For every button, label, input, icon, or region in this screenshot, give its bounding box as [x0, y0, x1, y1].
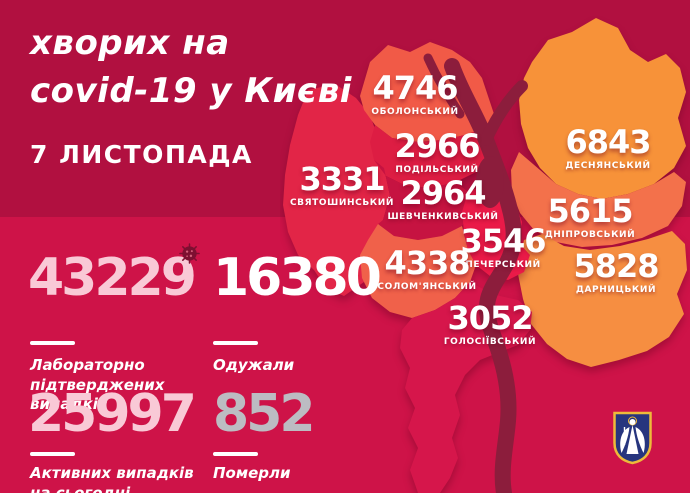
- district-case-count: 5828: [573, 247, 659, 285]
- district-name: ДАРНИЦЬКИЙ: [575, 285, 657, 295]
- stat-underline: [30, 341, 75, 345]
- district-case-count: 2964: [400, 174, 486, 212]
- district-case-count: 4338: [384, 244, 470, 282]
- district-case-count: 3052: [447, 299, 533, 337]
- stat-confirmed-value: 43229: [28, 248, 197, 308]
- district-name: ГОЛОСІЇВСЬКИЙ: [443, 337, 537, 347]
- district-case-count: 4746: [372, 69, 458, 107]
- stat-recovered-label: Одужали: [213, 356, 295, 374]
- district-name: СВЯТОШИНСЬКИЙ: [289, 198, 395, 208]
- stat-confirmed-label: Лабораторно підтверджених випадків: [30, 356, 165, 413]
- title-line-2: covid-19 у Києві: [30, 70, 352, 111]
- stat-underline: [213, 341, 258, 345]
- district-solomianskyi-shape: [360, 224, 476, 318]
- district-case-count: 3331: [299, 160, 385, 198]
- kyiv-district-map: [283, 18, 687, 493]
- district-podilskyi-shape: [370, 125, 492, 188]
- district-label-darnytskyi: 5828 ДАРНИЦЬКИЙ: [573, 247, 659, 295]
- report-date: 7 ЛИСТОПАДА: [30, 140, 253, 169]
- river-island: [476, 156, 504, 208]
- district-name: ПЕЧЕРСЬКИЙ: [465, 260, 541, 270]
- district-case-count: 6843: [565, 123, 651, 161]
- stat-underline: [30, 452, 75, 456]
- district-dniprovskyi-shape: [511, 152, 686, 247]
- district-name: СОЛОМ'ЯНСЬКИЙ: [377, 282, 477, 292]
- coronavirus-icon: [179, 243, 200, 264]
- district-label-obolonskyi: 4746 ОБОЛОНСЬКИЙ: [371, 72, 458, 117]
- stat-deaths-label: Померли: [213, 464, 291, 482]
- district-label-sviatoshynskyi: 3331 СВЯТОШИНСЬКИЙ: [290, 163, 394, 208]
- district-case-count: 3546: [460, 222, 546, 260]
- title-line-1: хворих на: [30, 23, 230, 63]
- stat-active-label: Активних випадків на сьогодні: [30, 464, 194, 493]
- district-name: ПОДІЛЬСЬКИЙ: [395, 165, 479, 175]
- stat-deaths-value: 852: [213, 384, 316, 444]
- district-name: ОБОЛОНСЬКИЙ: [371, 107, 459, 117]
- dnipro-river: [423, 53, 528, 493]
- district-label-solomianskyi: 4338 СОЛОМ'ЯНСЬКИЙ: [377, 247, 476, 292]
- district-label-desnianskyi: 6843 ДЕСНЯНСЬКИЙ: [565, 123, 651, 171]
- district-label-pecherskyi: 3546 ПЕЧЕРСЬКИЙ: [460, 222, 546, 270]
- district-case-count: 2966: [394, 127, 480, 165]
- river-west-fork: [423, 53, 465, 119]
- district-darnytskyi-shape: [517, 231, 687, 367]
- district-label-holosiivskyi: 3052 ГОЛОСІЇВСЬКИЙ: [444, 302, 536, 347]
- stat-recovered-value: 16380: [213, 248, 382, 308]
- district-shevchenkivskyi-shape: [374, 160, 472, 240]
- district-desnianskyi-shape: [519, 18, 686, 199]
- district-name: ШЕВЧЕНКИВСЬКИЙ: [387, 212, 499, 222]
- district-label-shevchenkivskyi: 2964 ШЕВЧЕНКИВСЬКИЙ: [387, 177, 498, 222]
- district-name: ДЕСНЯНСЬКИЙ: [565, 161, 651, 171]
- stat-underline: [213, 452, 258, 456]
- district-sviatoshynskyi-shape: [283, 84, 390, 296]
- district-name: ДНІПРОВСЬКИЙ: [544, 230, 636, 240]
- kyiv-coat-of-arms: [613, 411, 652, 465]
- district-label-podilskyi: 2966 ПОДІЛЬСЬКИЙ: [394, 127, 480, 175]
- page-title: хворих на covid-19 у Києві: [30, 20, 360, 115]
- right-bank-districts: [511, 18, 687, 367]
- district-case-count: 5615: [547, 192, 633, 230]
- river-north-branch: [480, 80, 528, 146]
- district-label-dniprovskyi: 5615 ДНІПРОВСЬКИЙ: [545, 195, 636, 240]
- stat-active-value: 25997: [28, 384, 197, 444]
